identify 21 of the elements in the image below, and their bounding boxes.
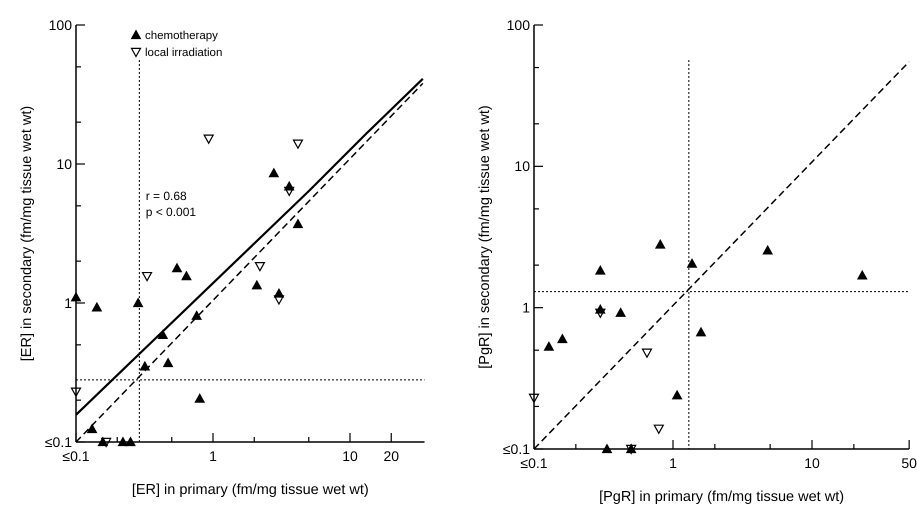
x-tick-label: 20 (383, 448, 400, 464)
y-tick-label: 100 (506, 16, 530, 33)
y-tick-label: 1 (64, 294, 72, 311)
legend-label: chemotherapy (145, 30, 218, 42)
y-tick-label: 100 (48, 16, 72, 33)
x-tick-label: 50 (901, 455, 917, 471)
y-axis-title: [ER] in secondary (fm/mg tissue wet wt) (19, 106, 35, 362)
x-axis-title: [PgR] in primary (fm/mg tissue wet wt) (599, 489, 844, 505)
y-axis-title: [PgR] in secondary (fm/mg tissue wet wt) (477, 105, 493, 369)
annotation: r = 0.68 (146, 189, 188, 204)
annotation: p < 0.001 (146, 205, 196, 220)
y-tick-label: ≤0.1 (44, 434, 72, 450)
x-tick-label: 1 (209, 448, 218, 464)
x-tick-label: 10 (342, 448, 358, 464)
y-tick-label: 10 (56, 156, 72, 172)
legend-label: local irradiation (145, 47, 222, 60)
x-tick-label: 10 (804, 455, 820, 471)
y-tick-label: 1 (522, 300, 530, 316)
y-tick-label: 10 (514, 158, 530, 174)
x-tick-label: 1 (669, 455, 678, 471)
x-axis-title: [ER] in primary (fm/mg tissue wet wt) (132, 482, 369, 498)
